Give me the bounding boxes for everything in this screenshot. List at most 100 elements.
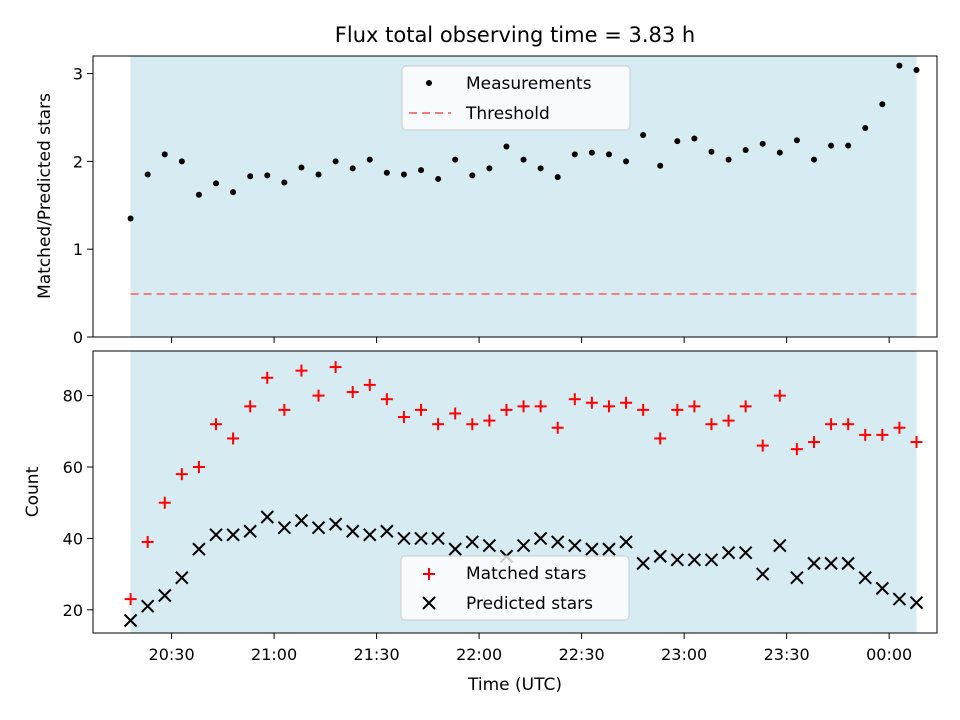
matched-star-point [244, 400, 257, 413]
measurement-point [503, 143, 510, 150]
measurement-point [418, 167, 425, 174]
predicted-star-point [140, 599, 155, 613]
measurement-point [264, 172, 271, 179]
predicted-star-point [294, 513, 309, 528]
bottom-ytick-label: 40 [63, 529, 83, 548]
measurement-point [298, 164, 305, 171]
matched-star-point [449, 407, 462, 420]
predicted-star-point [721, 545, 736, 560]
predicted-star-point [585, 542, 599, 556]
predicted-star-stroke-b [226, 528, 240, 542]
matched-star-point [654, 432, 667, 445]
predicted-star-stroke-b [516, 538, 531, 553]
bottom-xtick-label: 20:30 [149, 645, 195, 664]
matched-star-point [517, 400, 530, 413]
predicted-star-stroke-b [260, 510, 274, 524]
bottom-xtick-label: 21:00 [251, 645, 297, 664]
predicted-star-point [448, 542, 462, 556]
measurement-point [588, 149, 595, 156]
matched-star-point [483, 414, 496, 427]
measurement-point [571, 151, 578, 158]
bottom-xtick-label: 22:30 [559, 645, 605, 664]
predicted-star-point [602, 542, 616, 556]
predicted-star-stroke-b [824, 556, 838, 571]
predicted-star-stroke-b [909, 595, 924, 610]
predicted-star-stroke-b [294, 513, 309, 528]
predicted-star-stroke-b [414, 531, 428, 546]
predicted-star-stroke-b [140, 599, 155, 613]
predicted-star-point [465, 535, 479, 549]
matched-star-point [432, 418, 445, 431]
measurement-point [520, 156, 527, 163]
predicted-star-stroke-b [431, 531, 445, 546]
predicted-star-point [363, 528, 377, 542]
matched-star-point [363, 378, 376, 391]
measurement-point [623, 158, 630, 165]
top-axes-frame [92, 55, 938, 338]
measurement-point [281, 179, 288, 186]
matched-star-point [346, 386, 359, 399]
matched-star-point [722, 414, 735, 427]
measurement-point [657, 162, 664, 169]
predicted-star-stroke-b [687, 553, 702, 567]
predicted-star-stroke-b [704, 553, 719, 567]
matched-star-point [842, 418, 855, 431]
predicted-star-stroke-b [175, 570, 189, 585]
predicted-star-point [653, 549, 667, 563]
matched-star-point [380, 393, 393, 406]
predicted-star-stroke-b [875, 581, 890, 596]
predicted-star-point [824, 556, 838, 571]
legend-matched-marker [423, 568, 435, 580]
bottom-axes-frame [92, 350, 938, 634]
matched-star-point [876, 428, 889, 441]
legend-predicted-label: Predicted stars [466, 594, 593, 614]
predicted-star-point [277, 520, 292, 535]
matched-star-point [227, 432, 240, 445]
predicted-star-stroke-b [328, 517, 343, 531]
matched-star-point [500, 403, 513, 416]
measurement-point [469, 172, 476, 179]
matched-star-point [773, 389, 786, 402]
legend-predicted-marker [422, 596, 436, 610]
matched-star-point [397, 411, 410, 424]
predicted-star-stroke-b [670, 553, 685, 567]
matched-star-point [295, 364, 308, 377]
predicted-star-point [636, 556, 650, 571]
predicted-star-point [619, 535, 633, 549]
measurement-point [247, 173, 254, 180]
bottom-y-axis-label: Count [23, 466, 43, 517]
top-ytick-label: 2 [73, 152, 83, 171]
predicted-star-stroke-b [209, 528, 223, 542]
measurement-point [213, 180, 220, 187]
predicted-star-point [209, 528, 223, 542]
predicted-star-point [773, 538, 787, 553]
predicted-star-stroke-b [585, 542, 599, 556]
predicted-star-stroke-b [653, 549, 667, 563]
measurement-point [366, 156, 373, 163]
matched-star-point [261, 371, 274, 384]
predicted-star-stroke-b [345, 524, 360, 538]
predicted-star-point [158, 588, 172, 603]
predicted-star-point [687, 553, 702, 567]
measurement-point [793, 137, 800, 144]
predicted-star-point [345, 524, 360, 538]
measurement-point [383, 169, 390, 176]
predicted-star-stroke-b [773, 538, 787, 553]
predicted-star-stroke-b [482, 538, 497, 553]
predicted-star-stroke-b [636, 556, 650, 571]
measurement-point [708, 148, 715, 155]
bottom-legend-box [400, 555, 630, 621]
matched-star-point [175, 468, 188, 481]
predicted-star-point [858, 570, 872, 585]
measurement-point [810, 156, 817, 163]
predicted-star-stroke-b [892, 592, 907, 606]
predicted-star-stroke-b [721, 545, 736, 560]
bottom-legend: Matched stars Predicted stars [400, 555, 630, 621]
matched-star-point [158, 496, 171, 509]
measurement-point [315, 171, 322, 178]
predicted-star-stroke-b [756, 567, 770, 581]
predicted-star-point [841, 556, 855, 571]
matched-star-point [141, 535, 154, 548]
predicted-star-point [311, 520, 326, 535]
predicted-star-point [551, 535, 565, 549]
